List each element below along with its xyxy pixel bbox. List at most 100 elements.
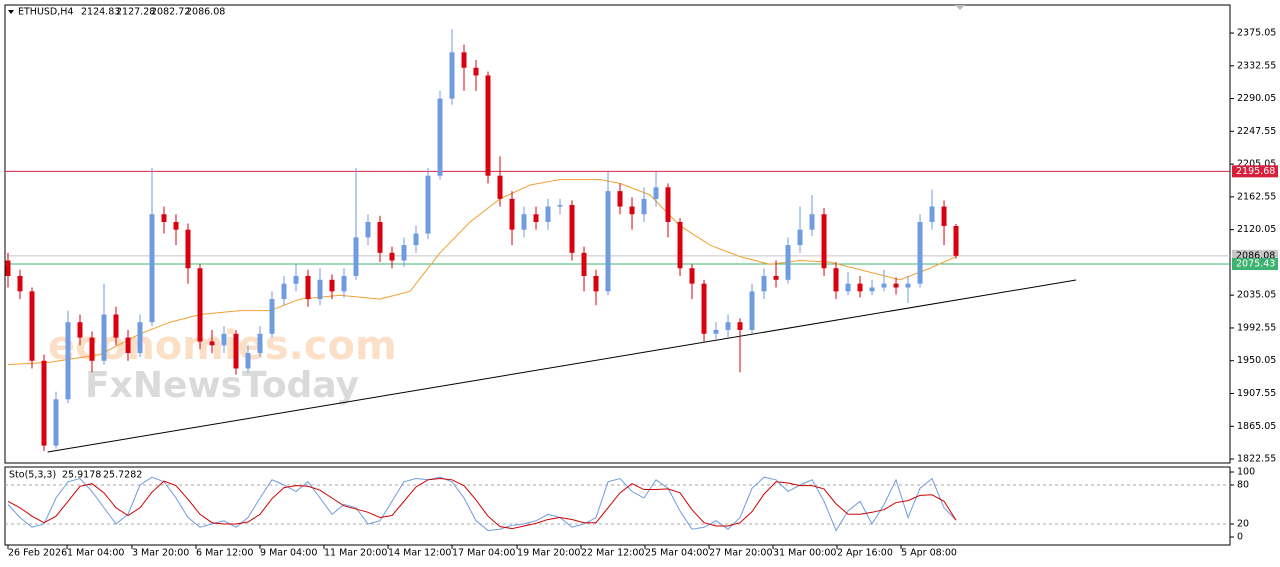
candle-body	[653, 187, 659, 199]
x-tick-label: 22 Mar 12:00	[581, 548, 644, 559]
y-tick-label: 1822.55	[1237, 454, 1276, 465]
candle-body	[773, 275, 779, 280]
candle-body	[437, 98, 443, 176]
candle-body	[629, 206, 635, 215]
candle-body	[401, 245, 407, 261]
candle-body	[725, 322, 731, 330]
header-close: 2086.08	[186, 7, 225, 18]
price-level-label: 2195.68	[1236, 166, 1275, 177]
candle-body	[377, 221, 383, 253]
y-tick-label: 2247.55	[1237, 126, 1276, 137]
candle-body	[905, 283, 911, 288]
candle-body	[233, 333, 239, 369]
candle-body	[65, 322, 71, 400]
y-tick-label: 2290.05	[1237, 93, 1276, 104]
symbol: ETHUSD,H4	[18, 7, 73, 18]
candle-body	[137, 322, 143, 354]
candle-body	[101, 314, 107, 361]
y-tick-label: 2120.05	[1237, 224, 1276, 235]
candle-body	[185, 229, 191, 269]
price-level-tag	[1232, 249, 1278, 262]
price-level-label: 2075.43	[1236, 259, 1275, 270]
candle-body	[53, 399, 59, 446]
candle-body	[689, 268, 695, 284]
price-level-label: 2086.08	[1236, 250, 1275, 261]
candle-body	[785, 245, 791, 280]
header-high: 2127.28	[116, 7, 155, 18]
candle-body	[413, 233, 419, 246]
candle-body	[473, 67, 479, 76]
candle-body	[809, 214, 815, 230]
candle-body	[29, 291, 35, 361]
candle-body	[305, 275, 311, 300]
candle-body	[881, 283, 887, 288]
candle-body	[821, 214, 827, 269]
candle-body	[941, 206, 947, 226]
candle-body	[761, 275, 767, 292]
candle-body	[857, 283, 863, 292]
candle-body	[329, 279, 335, 292]
candle-body	[797, 229, 803, 246]
candle-body	[125, 337, 131, 354]
candle-body	[221, 333, 227, 346]
stochastic-d: 25.7282	[103, 470, 142, 481]
y-tick-label: 2162.55	[1237, 191, 1276, 202]
candle-body	[533, 214, 539, 222]
candle-body	[77, 322, 83, 338]
menu-arrow[interactable]	[8, 10, 14, 14]
candle-body	[485, 75, 491, 176]
candle-body	[353, 237, 359, 276]
candle-body	[593, 275, 599, 292]
candle-body	[449, 52, 455, 99]
x-tick-label: 27 Mar 20:00	[709, 548, 772, 559]
y-tick-label: 1992.55	[1237, 322, 1276, 333]
x-tick-label: 31 Mar 00:00	[773, 548, 836, 559]
candle-body	[389, 252, 395, 261]
candle-body	[317, 279, 323, 300]
price-level-tag	[1232, 258, 1278, 271]
candle-body	[617, 191, 623, 207]
y-tick-label: 2375.05	[1237, 28, 1276, 39]
candle-body	[149, 214, 155, 323]
candle-body	[545, 206, 551, 222]
candle-body	[737, 322, 743, 330]
candle-body	[365, 221, 371, 238]
x-tick-label: 11 Mar 20:00	[324, 548, 387, 559]
stoch-tick-label: 20	[1237, 519, 1249, 530]
candle-body	[245, 353, 251, 369]
candle-body	[677, 221, 683, 269]
candle-body	[701, 283, 707, 334]
stoch-tick-label: 0	[1237, 532, 1243, 543]
candle-body	[845, 283, 851, 292]
candle-body	[749, 291, 755, 330]
watermark: economies.com	[48, 323, 397, 369]
candle-body	[173, 221, 179, 230]
candle-body	[833, 268, 839, 292]
candle-body	[521, 214, 527, 230]
candle-body	[17, 275, 23, 292]
candle-body	[41, 360, 47, 446]
x-tick-label: 9 Mar 04:00	[260, 548, 317, 559]
x-tick-label: 19 Mar 20:00	[517, 548, 580, 559]
y-tick-label: 2205.05	[1237, 159, 1276, 170]
x-tick-label: 5 Apr 08:00	[901, 548, 957, 559]
price-pane	[4, 4, 1231, 464]
header-low: 2082.72	[151, 7, 190, 18]
candle-body	[569, 205, 575, 253]
candle-body	[713, 329, 719, 334]
stoch-tick-label: 100	[1237, 467, 1255, 478]
stoch-tick-label: 80	[1237, 480, 1249, 491]
stoch-line	[7, 476, 957, 532]
stochastic-k: 25.9178	[62, 470, 101, 481]
plot-layer	[5, 29, 1230, 532]
candle-body	[869, 287, 875, 292]
x-tick-label: 14 Mar 12:00	[388, 548, 451, 559]
stoch-line	[7, 478, 957, 530]
candle-body	[113, 314, 119, 338]
trendline	[47, 279, 1077, 453]
candle-body	[605, 191, 611, 292]
candle-body	[557, 205, 563, 207]
candle-body	[341, 275, 347, 292]
candle-body	[425, 175, 431, 234]
